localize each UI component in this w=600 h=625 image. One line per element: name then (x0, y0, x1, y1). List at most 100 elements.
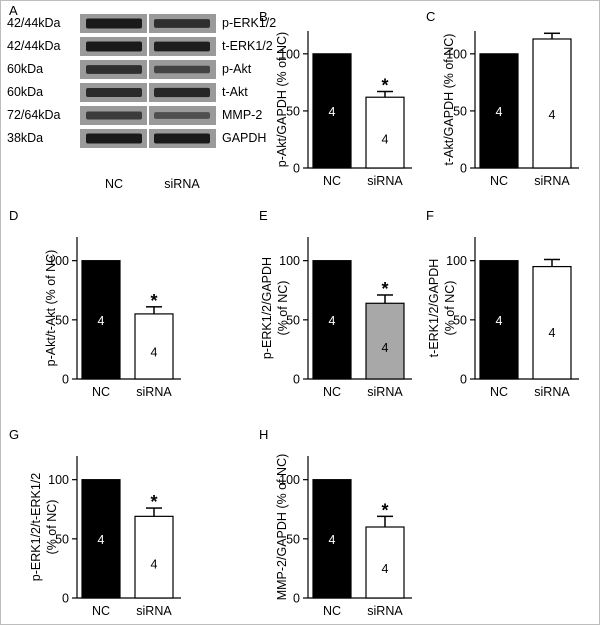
x-tick-label: siRNA (136, 385, 172, 399)
lane-label: NC (105, 177, 123, 191)
n-label: 4 (151, 558, 158, 572)
bar (312, 479, 352, 599)
blot-protein-label: GAPDH (222, 131, 266, 145)
x-tick-label: siRNA (367, 604, 403, 618)
x-tick-label: NC (323, 604, 341, 618)
y-axis-label: t-Akt/GAPDH (% of NC) (442, 34, 456, 166)
x-tick-label: siRNA (534, 385, 570, 399)
bar (479, 260, 519, 380)
bar (532, 265, 572, 380)
blot-protein-label: t-ERK1/2 (222, 39, 273, 53)
blot-mw-label: 60kDa (7, 85, 43, 99)
panel-letter: G (9, 427, 19, 442)
y-tick-label: 0 (293, 592, 300, 606)
n-label: 4 (329, 105, 336, 119)
n-label: 4 (496, 314, 503, 328)
y-axis-label-line: (% of NC) (276, 281, 290, 336)
blot-band (86, 65, 142, 74)
blot-protein-label: t-Akt (222, 85, 248, 99)
blot-mw-label: 60kDa (7, 62, 43, 76)
n-label: 4 (329, 533, 336, 547)
blot-band (86, 18, 142, 29)
x-tick-label: NC (490, 174, 508, 188)
x-tick-label: siRNA (367, 174, 403, 188)
n-label: 4 (98, 533, 105, 547)
y-axis-label-line: t-ERK1/2/GAPDH (427, 259, 441, 358)
blot-mw-label: 38kDa (7, 131, 43, 145)
y-axis-label-line: p-Akt/GAPDH (% of NC) (275, 32, 289, 167)
y-axis-label: MMP-2/GAPDH (% of NC) (275, 454, 289, 601)
significance-star: * (381, 500, 388, 520)
y-tick-label: 0 (62, 373, 69, 387)
x-tick-label: siRNA (136, 604, 172, 618)
y-tick-label: 50 (55, 532, 69, 546)
blot-band (154, 41, 210, 52)
blot-band (154, 87, 210, 98)
n-label: 4 (549, 108, 556, 122)
panel-letter: F (426, 208, 434, 223)
x-tick-label: NC (92, 604, 110, 618)
bar (365, 96, 405, 169)
x-tick-label: NC (490, 385, 508, 399)
lane-label: siRNA (164, 177, 200, 191)
y-tick-label: 100 (279, 473, 300, 487)
y-tick-label: 0 (460, 162, 467, 176)
y-tick-label: 0 (460, 373, 467, 387)
n-label: 4 (549, 326, 556, 340)
blot-mw-label: 42/44kDa (7, 16, 61, 30)
y-axis-label-line: p-ERK1/2/t-ERK1/2 (29, 473, 43, 581)
y-tick-label: 100 (279, 47, 300, 61)
panel-letter: D (9, 208, 18, 223)
y-tick-label: 50 (55, 313, 69, 327)
blot-band (86, 111, 142, 120)
y-axis-label: p-ERK1/2/GAPDH (% of NC) (260, 257, 290, 359)
y-tick-label: 100 (279, 254, 300, 268)
x-tick-label: siRNA (367, 385, 403, 399)
y-tick-label: 50 (286, 104, 300, 118)
panel-letter: C (426, 9, 435, 24)
bar (134, 313, 174, 380)
panel-letter: H (259, 427, 268, 442)
blot-protein-label: MMP-2 (222, 108, 262, 122)
significance-star: * (150, 291, 157, 311)
y-tick-label: 50 (286, 532, 300, 546)
y-tick-label: 100 (446, 254, 467, 268)
y-axis-label-line: MMP-2/GAPDH (% of NC) (275, 454, 289, 601)
n-label: 4 (382, 341, 389, 355)
panel-letter: B (259, 9, 268, 24)
y-axis-label: p-ERK1/2/t-ERK1/2 (% of NC) (29, 473, 59, 581)
blot-band (154, 112, 210, 119)
n-label: 4 (151, 346, 158, 360)
blot-band (86, 88, 142, 97)
panel-letter: E (259, 208, 268, 223)
n-label: 4 (329, 314, 336, 328)
blot-band (86, 133, 142, 144)
bar (479, 53, 519, 169)
y-tick-label: 100 (48, 473, 69, 487)
blot-protein-label: p-ERK1/2 (222, 16, 276, 30)
bar (312, 260, 352, 380)
significance-star: * (150, 492, 157, 512)
blot-band (154, 65, 210, 74)
y-tick-label: 50 (453, 313, 467, 327)
blot-protein-label: p-Akt (222, 62, 252, 76)
x-tick-label: siRNA (534, 174, 570, 188)
bar (312, 53, 352, 169)
bar (81, 479, 121, 599)
significance-star: * (381, 279, 388, 299)
blot-band (86, 41, 142, 52)
blot-band (154, 133, 210, 144)
bar (532, 38, 572, 169)
n-label: 4 (98, 314, 105, 328)
y-tick-label: 0 (62, 592, 69, 606)
y-axis-label: p-Akt/GAPDH (% of NC) (275, 32, 289, 167)
y-axis-label: p-Akt/t-Akt (% of NC) (44, 250, 58, 367)
